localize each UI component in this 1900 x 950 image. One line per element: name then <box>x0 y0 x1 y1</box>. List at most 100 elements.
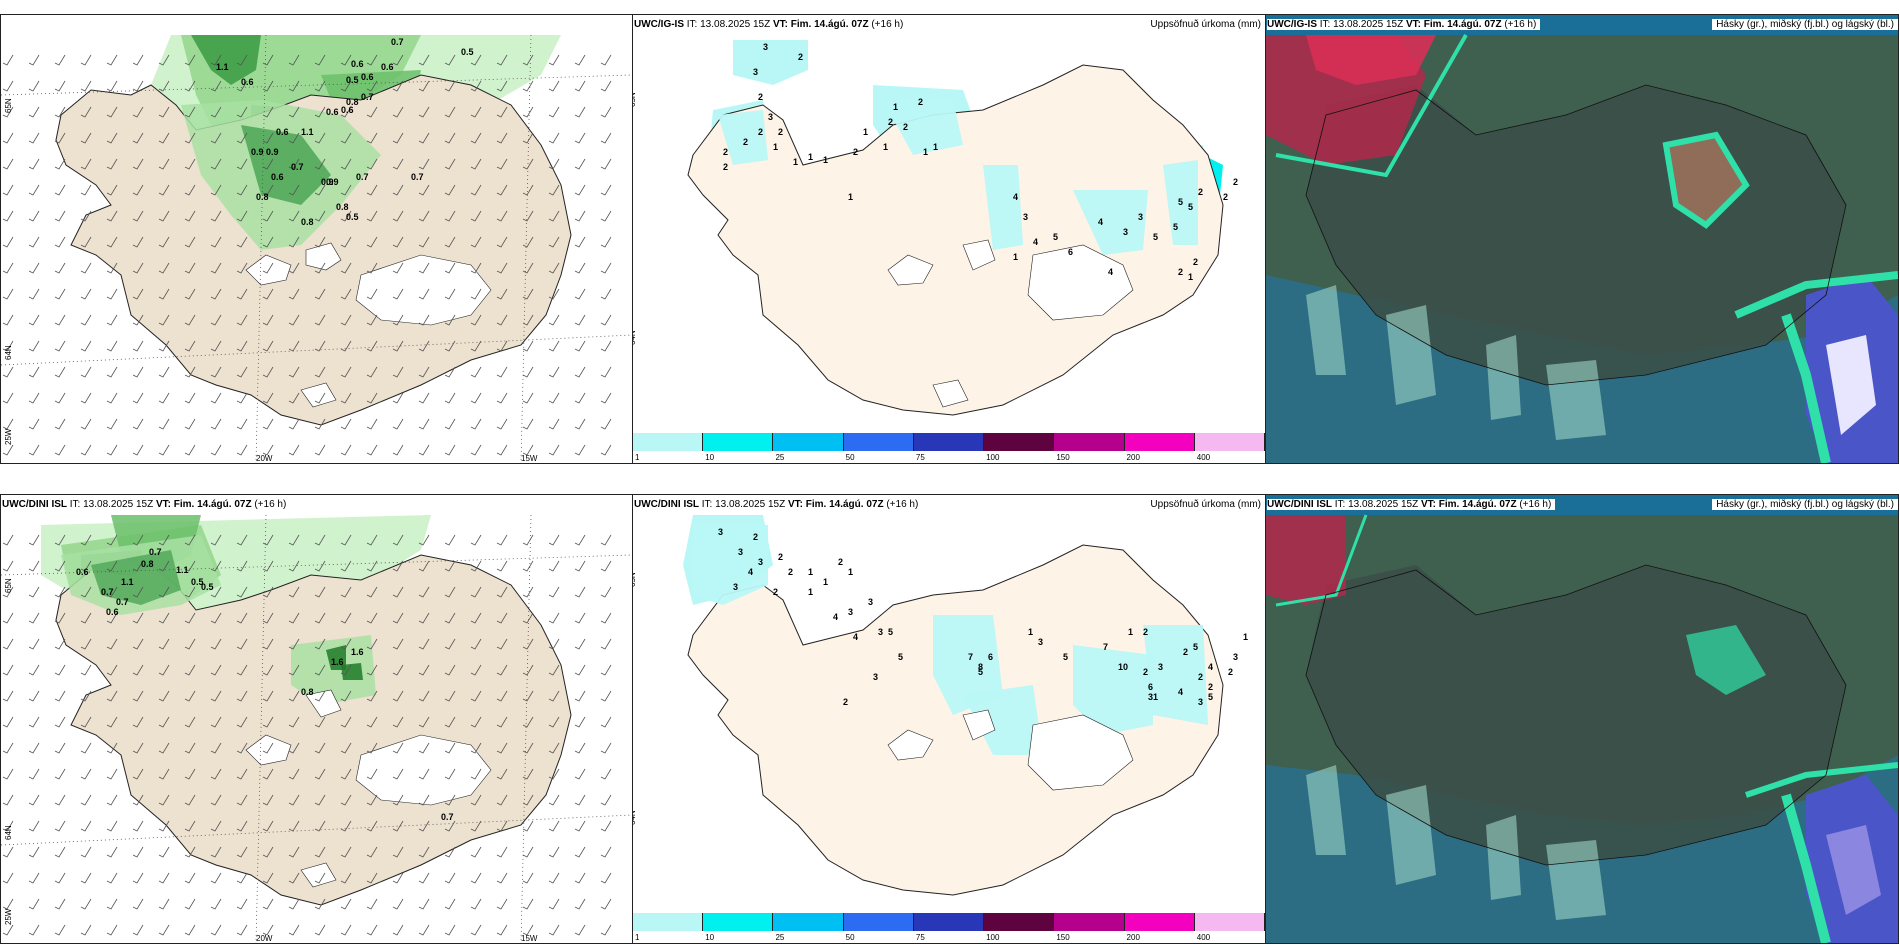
wind-barb <box>496 716 508 728</box>
wind-barb <box>236 690 248 702</box>
wind-barb <box>366 820 378 832</box>
wind-barb <box>184 132 196 144</box>
wind-barb <box>106 314 118 326</box>
wind-barb <box>158 612 170 624</box>
wind-barb <box>366 262 378 274</box>
wind-barb <box>236 898 248 910</box>
wind-barb <box>340 924 352 936</box>
wind-barb <box>132 898 144 910</box>
wind-barb <box>288 690 300 702</box>
dini-axis-25w: 25W <box>4 908 13 925</box>
wind-barb <box>496 846 508 858</box>
wind-barb <box>444 132 456 144</box>
value-label: 4 <box>1178 687 1183 697</box>
wind-barb <box>80 820 92 832</box>
wind-barb <box>418 612 430 624</box>
ig-glacier-vatnajokull <box>355 254 492 326</box>
wind-barb <box>470 768 482 780</box>
wind-barb <box>418 392 430 404</box>
wind-barb <box>54 794 66 806</box>
wind-barb <box>80 106 92 118</box>
wind-barb <box>522 794 534 806</box>
wind-barb <box>314 690 326 702</box>
value-label: 2 <box>778 552 783 562</box>
wind-barb <box>392 210 404 222</box>
wind-barb <box>418 184 430 196</box>
wind-barb <box>366 158 378 170</box>
colorbar-label: 150 <box>1056 933 1070 942</box>
wind-barb <box>262 612 274 624</box>
wind-barb <box>444 820 456 832</box>
wind-barb <box>314 106 326 118</box>
wind-barb <box>366 288 378 300</box>
wind-barb <box>80 158 92 170</box>
value-label: 2 <box>1198 672 1203 682</box>
wind-barb <box>106 846 118 858</box>
wind-barb <box>106 716 118 728</box>
wind-barb <box>522 418 534 430</box>
wind-barb <box>236 872 248 884</box>
value-label: 4 <box>833 612 838 622</box>
value-label: 5 <box>898 652 903 662</box>
wind-barb <box>132 924 144 936</box>
wind-barb <box>496 54 508 66</box>
wind-barb <box>392 158 404 170</box>
wind-barb <box>444 612 456 624</box>
wind-barb <box>600 846 612 858</box>
wind-barb <box>158 54 170 66</box>
wind-barb <box>132 314 144 326</box>
wind-barb <box>574 184 586 196</box>
dini-precip-axis-65n: 65N <box>633 572 637 587</box>
wind-barb <box>288 924 300 936</box>
wind-barb <box>418 80 430 92</box>
wind-barb <box>340 742 352 754</box>
dini-precip-glacier-vatnajokull <box>1027 714 1134 791</box>
value-label: 6 <box>1148 682 1153 692</box>
wind-barb <box>548 392 560 404</box>
value-label: 1 <box>848 567 853 577</box>
wind-barb <box>54 612 66 624</box>
wind-barb <box>236 846 248 858</box>
wind-barb <box>210 846 222 858</box>
ig-precip-glacier-vatnajokull <box>1027 244 1134 321</box>
wind-barb <box>340 54 352 66</box>
wind-barb <box>210 820 222 832</box>
value-label: 3 <box>1123 227 1128 237</box>
wind-barb <box>574 80 586 92</box>
wind-barb <box>314 794 326 806</box>
wind-barb <box>470 872 482 884</box>
wind-barb <box>106 742 118 754</box>
value-label: 1 <box>1013 252 1018 262</box>
wind-barb <box>522 586 534 598</box>
wind-barb <box>522 898 534 910</box>
wind-barb <box>522 184 534 196</box>
wind-barb <box>132 690 144 702</box>
wind-barb <box>158 262 170 274</box>
wind-barb <box>600 392 612 404</box>
wind-barb <box>470 716 482 728</box>
value-label: 2 <box>888 117 893 127</box>
wind-barb <box>106 132 118 144</box>
wind-barb <box>158 418 170 430</box>
dini-cloud-legend-title: Hásky (gr.), miðský (fj.bl.) og lágský (… <box>1712 499 1898 510</box>
wind-barb <box>600 534 612 546</box>
wind-barb <box>496 314 508 326</box>
value-label: 3 <box>1138 212 1143 222</box>
wind-barb <box>366 418 378 430</box>
wind-barb <box>184 314 196 326</box>
wind-barb <box>132 132 144 144</box>
value-label: 5 <box>1193 642 1198 652</box>
value-label: 0.7 <box>116 597 129 607</box>
wind-barb <box>262 366 274 378</box>
wind-barb <box>158 340 170 352</box>
wind-barb <box>470 366 482 378</box>
wind-barb <box>2 132 14 144</box>
value-label: 3 <box>738 547 743 557</box>
wind-barb <box>418 898 430 910</box>
value-label: 2 <box>758 92 763 102</box>
wind-barb <box>210 106 222 118</box>
wind-barb <box>340 534 352 546</box>
wind-barb <box>314 262 326 274</box>
wind-barb <box>470 820 482 832</box>
wind-barb <box>314 366 326 378</box>
